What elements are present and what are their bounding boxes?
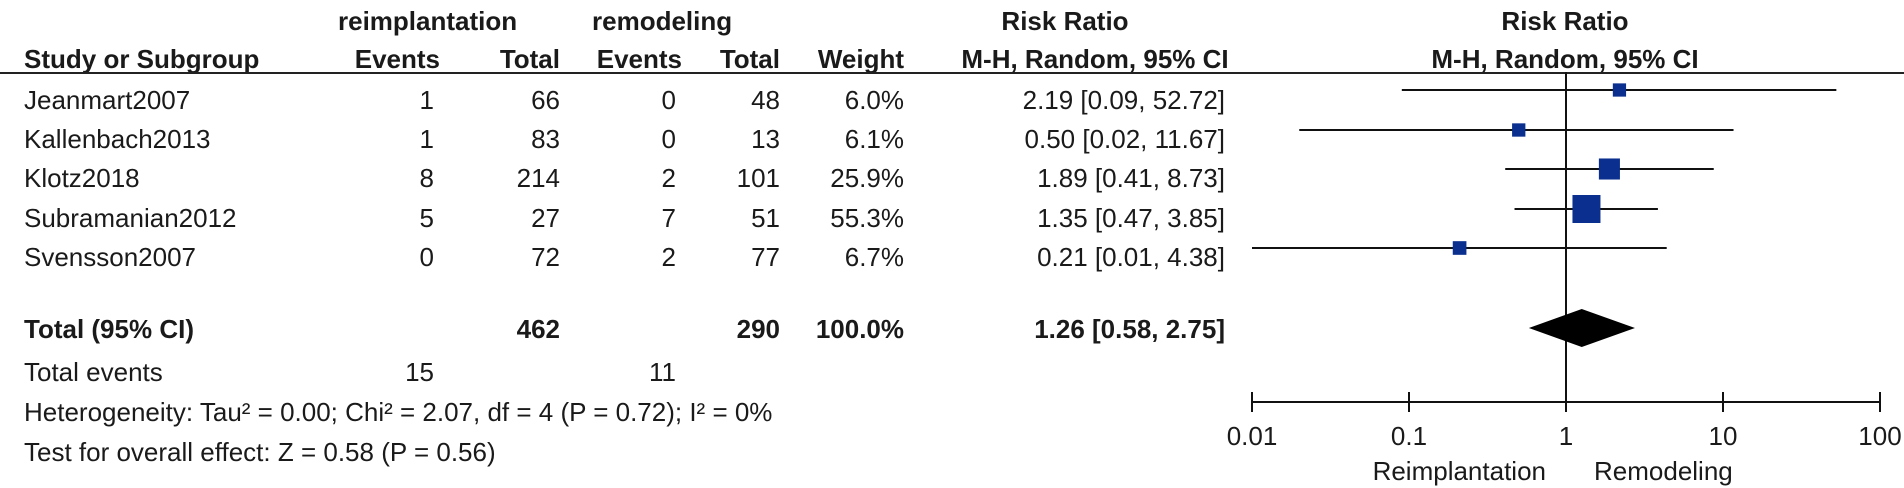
point-estimate-marker [1612, 83, 1627, 97]
total-total-1: 462 [516, 314, 560, 344]
header-study: Study or Subgroup [24, 44, 260, 74]
overall-effect-text: Test for overall effect: Z = 0.58 (P = 0… [24, 437, 496, 467]
total-weight: 100.0% [815, 314, 904, 344]
study-events-2: 7 [661, 203, 676, 233]
study-events-1: 5 [419, 203, 434, 233]
study-total-1: 214 [516, 163, 560, 193]
study-weight: 6.0% [844, 85, 904, 115]
effect-title: Risk Ratio [1001, 6, 1129, 36]
study-weight: 55.3% [830, 203, 904, 233]
study-name: Svensson2007 [24, 242, 197, 272]
total-total-2: 290 [736, 314, 780, 344]
study-total-1: 72 [531, 242, 560, 272]
study-name: Jeanmart2007 [24, 85, 191, 115]
header-total-1: Total [499, 44, 560, 74]
total-label: Total (95% CI) [24, 314, 194, 344]
header-total-2: Total [719, 44, 780, 74]
x-tick-label: 0.1 [1391, 421, 1427, 451]
total-events-label: Total events [24, 357, 163, 387]
study-weight: 6.1% [844, 124, 904, 154]
study-total-2: 51 [751, 203, 780, 233]
point-estimate-marker [1572, 195, 1601, 223]
x-tick-label: 10 [1709, 421, 1738, 451]
header-weight: Weight [817, 44, 904, 74]
x-tick-label: 100 [1858, 421, 1901, 451]
favours-right-label: Remodeling [1594, 456, 1733, 486]
study-total-2: 48 [751, 85, 780, 115]
total-events-1: 15 [405, 357, 434, 387]
study-weight: 25.9% [830, 163, 904, 193]
study-events-2: 0 [661, 85, 676, 115]
study-ci: 1.35 [0.47, 3.85] [1037, 203, 1225, 233]
study-weight: 6.7% [844, 242, 904, 272]
study-events-2: 0 [661, 124, 676, 154]
study-name: Kallenbach2013 [24, 124, 211, 154]
plot-title: Risk Ratio [1501, 6, 1629, 36]
study-total-2: 13 [751, 124, 780, 154]
study-ci: 0.50 [0.02, 11.67] [1024, 124, 1225, 154]
study-events-1: 0 [419, 242, 434, 272]
point-estimate-marker [1598, 158, 1620, 180]
heterogeneity-text: Heterogeneity: Tau² = 0.00; Chi² = 2.07,… [24, 397, 773, 427]
favours-left-label: Reimplantation [1373, 456, 1546, 486]
study-events-1: 1 [419, 85, 434, 115]
header-rule [0, 72, 1904, 74]
point-estimate-marker [1512, 123, 1526, 137]
study-events-2: 2 [661, 242, 676, 272]
header-events-1: Events [354, 44, 440, 74]
header-effect-method: M-H, Random, 95% CI [961, 44, 1229, 74]
header-plot-method: M-H, Random, 95% CI [1431, 44, 1699, 74]
study-total-2: 101 [736, 163, 780, 193]
study-total-1: 83 [531, 124, 560, 154]
header-events-2: Events [596, 44, 682, 74]
study-ci: 2.19 [0.09, 52.72] [1022, 85, 1225, 115]
study-events-2: 2 [661, 163, 676, 193]
pooled-effect-diamond [1528, 309, 1635, 347]
study-total-2: 77 [751, 242, 780, 272]
study-name: Klotz2018 [24, 163, 140, 193]
study-name: Subramanian2012 [24, 203, 237, 233]
study-events-1: 1 [419, 124, 434, 154]
study-events-1: 8 [419, 163, 434, 193]
study-total-1: 66 [531, 85, 560, 115]
total-events-2: 11 [649, 357, 676, 387]
total-ci: 1.26 [0.58, 2.75] [1034, 314, 1225, 344]
x-tick-label: 1 [1559, 421, 1573, 451]
study-ci: 1.89 [0.41, 8.73] [1037, 163, 1225, 193]
x-tick-label: 0.01 [1227, 421, 1278, 451]
point-estimate-marker [1452, 241, 1467, 255]
study-total-1: 27 [531, 203, 560, 233]
group-header-reimplantation: reimplantation [338, 6, 518, 36]
group-header-remodeling: remodeling [592, 6, 733, 36]
study-ci: 0.21 [0.01, 4.38] [1037, 242, 1225, 272]
